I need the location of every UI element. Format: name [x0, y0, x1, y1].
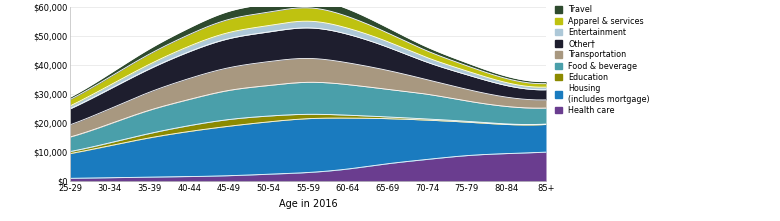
Legend: Travel, Apparel & services, Entertainment, Other†, Transportation, Food & bevera: Travel, Apparel & services, Entertainmen…: [555, 6, 650, 115]
X-axis label: Age in 2016: Age in 2016: [278, 198, 338, 209]
